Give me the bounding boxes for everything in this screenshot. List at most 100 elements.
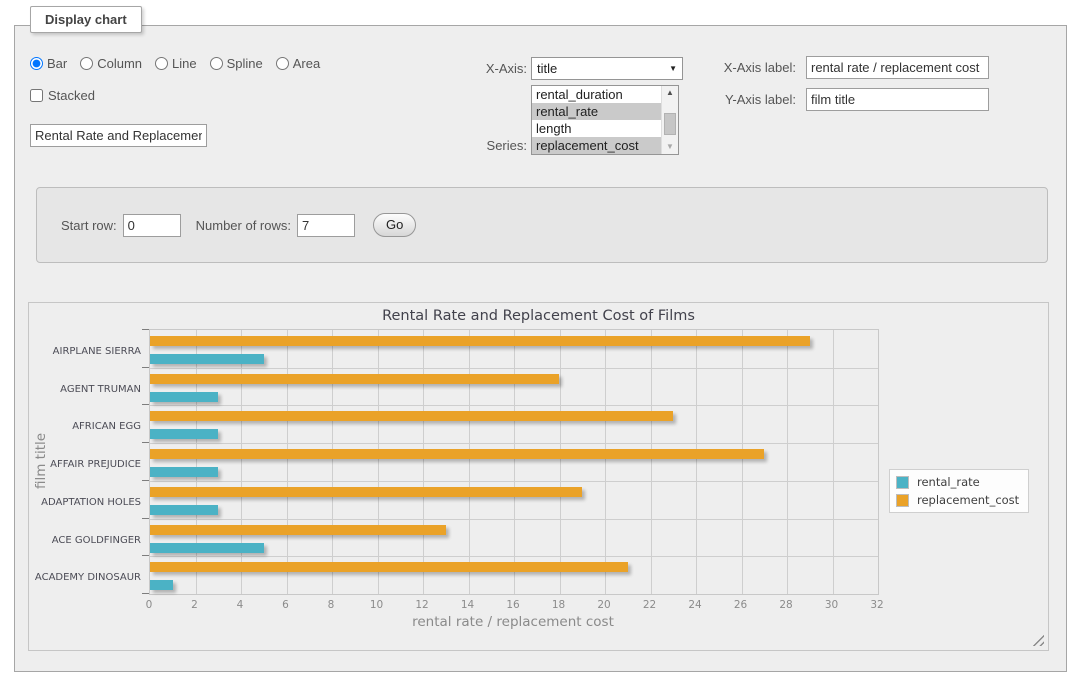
y-axis-tick-mark: [142, 329, 149, 330]
x-axis-tick-label: 16: [491, 599, 535, 611]
legend-row: replacement_cost: [896, 493, 1019, 507]
x-axis-selected-option: title: [537, 61, 557, 76]
grid-line-horizontal: [150, 443, 878, 444]
bar-rental_rate: [150, 392, 218, 402]
legend-swatch: [896, 494, 909, 507]
scroll-down-icon[interactable]: ▼: [662, 140, 678, 154]
chart-type-spline[interactable]: Spline: [210, 56, 263, 71]
grid-line-vertical: [651, 330, 652, 594]
chart-type-bar-label: Bar: [47, 56, 67, 71]
bar-replacement_cost: [150, 525, 446, 535]
bar-rental_rate: [150, 580, 173, 590]
chart-type-line-radio[interactable]: [155, 57, 168, 70]
y-axis-label-field-label: Y-Axis label:: [708, 92, 796, 107]
grid-line-vertical: [287, 330, 288, 594]
y-axis-tick-mark: [142, 555, 149, 556]
x-axis-field-label: X-Axis:: [455, 61, 527, 76]
x-axis-tick-label: 2: [173, 599, 217, 611]
bar-replacement_cost: [150, 562, 628, 572]
bar-replacement_cost: [150, 374, 559, 384]
scroll-up-icon[interactable]: ▲: [662, 86, 678, 100]
series-option-length[interactable]: length: [532, 120, 661, 137]
category-label: AFFAIR PREJUDICE: [29, 459, 141, 471]
chart-type-line-label: Line: [172, 56, 197, 71]
bar-replacement_cost: [150, 487, 582, 497]
start-row-label: Start row:: [61, 218, 117, 233]
chart-type-column[interactable]: Column: [80, 56, 142, 71]
chart-type-spline-radio[interactable]: [210, 57, 223, 70]
grid-line-vertical: [787, 330, 788, 594]
chart-container: Rental Rate and Replacement Cost of Film…: [28, 302, 1049, 651]
chart-title-input[interactable]: [30, 124, 207, 147]
grid-line-horizontal: [150, 519, 878, 520]
x-axis-tick-label: 26: [719, 599, 763, 611]
number-of-rows-label: Number of rows:: [196, 218, 291, 233]
grid-line-vertical: [742, 330, 743, 594]
y-axis-tick-mark: [142, 593, 149, 594]
y-axis-tick-mark: [142, 404, 149, 405]
grid-line-vertical: [196, 330, 197, 594]
stacked-label: Stacked: [48, 88, 95, 103]
x-axis-tick-label: 8: [309, 599, 353, 611]
grid-line-horizontal: [150, 368, 878, 369]
chart-type-area[interactable]: Area: [276, 56, 320, 71]
x-axis-tick-label: 22: [628, 599, 672, 611]
category-label: ADAPTATION HOLES: [29, 497, 141, 509]
chart-type-bar-radio[interactable]: [30, 57, 43, 70]
x-axis-label-input[interactable]: [806, 56, 989, 79]
bar-replacement_cost: [150, 411, 673, 421]
series-field-label: Series:: [455, 138, 527, 153]
stacked-option[interactable]: Stacked: [30, 88, 95, 103]
chart-type-line[interactable]: Line: [155, 56, 197, 71]
chart-type-area-radio[interactable]: [276, 57, 289, 70]
start-row-input[interactable]: [123, 214, 181, 237]
go-button[interactable]: Go: [373, 213, 416, 237]
stacked-checkbox[interactable]: [30, 89, 43, 102]
x-axis-tick-label: 14: [446, 599, 490, 611]
series-scrollbar[interactable]: ▲ ▼: [661, 86, 678, 154]
series-option-replacement-cost[interactable]: replacement_cost: [532, 137, 661, 154]
y-axis-tick-mark: [142, 367, 149, 368]
series-options: rental_duration rental_rate length repla…: [532, 86, 661, 154]
y-axis-tick-mark: [142, 480, 149, 481]
x-axis-tick-label: 6: [264, 599, 308, 611]
category-label: AFRICAN EGG: [29, 421, 141, 433]
series-option-rental-rate[interactable]: rental_rate: [532, 103, 661, 120]
scrollbar-thumb[interactable]: [664, 113, 676, 135]
bar-replacement_cost: [150, 336, 810, 346]
chart-type-column-radio[interactable]: [80, 57, 93, 70]
x-axis-tick-label: 12: [400, 599, 444, 611]
y-axis-tick-mark: [142, 518, 149, 519]
x-axis-tick-label: 32: [855, 599, 899, 611]
series-option-rental-duration[interactable]: rental_duration: [532, 86, 661, 103]
grid-line-horizontal: [150, 405, 878, 406]
legend-label: replacement_cost: [917, 493, 1019, 507]
chart-type-bar[interactable]: Bar: [30, 56, 67, 71]
category-label: ACE GOLDFINGER: [29, 535, 141, 547]
chart-type-column-label: Column: [97, 56, 142, 71]
series-multiselect[interactable]: rental_duration rental_rate length repla…: [531, 85, 679, 155]
grid-line-vertical: [469, 330, 470, 594]
category-label: AGENT TRUMAN: [29, 384, 141, 396]
chart-legend: rental_ratereplacement_cost: [889, 469, 1029, 513]
x-axis-tick-label: 20: [582, 599, 626, 611]
bar-rental_rate: [150, 467, 218, 477]
number-of-rows-input[interactable]: [297, 214, 355, 237]
category-label: AIRPLANE SIERRA: [29, 346, 141, 358]
chart-plot-area: [149, 329, 879, 595]
grid-line-vertical: [833, 330, 834, 594]
x-axis-tick-label: 18: [537, 599, 581, 611]
chart-x-axis-title: rental rate / replacement cost: [149, 614, 877, 630]
y-axis-label-input[interactable]: [806, 88, 989, 111]
x-axis-tick-label: 4: [218, 599, 262, 611]
grid-line-vertical: [696, 330, 697, 594]
resize-grip-icon[interactable]: [1032, 634, 1044, 646]
chart-title: Rental Rate and Replacement Cost of Film…: [29, 308, 1048, 324]
x-axis-select[interactable]: title ▼: [531, 57, 683, 80]
row-range-panel: Start row: Number of rows: Go: [36, 187, 1048, 263]
bar-rental_rate: [150, 354, 264, 364]
legend-swatch: [896, 476, 909, 489]
chart-type-area-label: Area: [293, 56, 320, 71]
bar-rental_rate: [150, 429, 218, 439]
grid-line-vertical: [332, 330, 333, 594]
